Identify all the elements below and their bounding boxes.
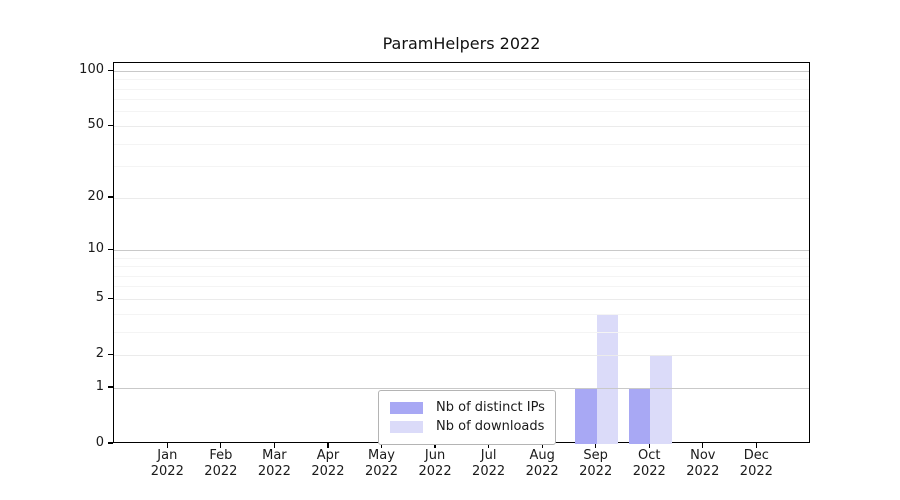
x-tick-mark [648, 443, 650, 448]
y-tick-mark [108, 442, 113, 444]
x-tick-year: 2022 [150, 464, 184, 479]
x-tick-label: Dec 2022 [724, 448, 788, 480]
x-tick-mark [380, 443, 383, 448]
legend-item-distinct-ips: Nb of distinct IPs [390, 399, 545, 416]
x-tick-mark [166, 443, 168, 448]
legend-swatch-distinct-ips [390, 401, 423, 414]
x-tick-month: Oct [638, 448, 661, 463]
x-tick-label: May 2022 [350, 448, 414, 480]
major-gridline [114, 125, 809, 127]
minor-gridline [114, 79, 809, 81]
x-tick-year: 2022 [579, 464, 613, 479]
x-tick-label: Jul 2022 [457, 448, 521, 480]
legend-label-distinct-ips: Nb of distinct IPs [436, 400, 545, 415]
x-tick-label: Sep 2022 [564, 448, 628, 480]
x-tick-year: 2022 [525, 464, 559, 479]
x-tick-month: Apr [316, 448, 340, 463]
x-tick-month: Sep [583, 448, 608, 463]
x-tick-month: Dec [743, 448, 769, 463]
x-tick-label: Oct 2022 [617, 448, 681, 480]
minor-gridline [114, 286, 809, 288]
x-tick-year: 2022 [739, 464, 773, 479]
x-tick-mark [327, 443, 329, 448]
x-tick-month: Jul [480, 448, 497, 463]
y-tick-mark [108, 124, 113, 126]
x-tick-year: 2022 [204, 464, 238, 479]
y-tick-label: 20 [87, 189, 104, 205]
x-tick-year: 2022 [418, 464, 452, 479]
x-tick-month: Nov [690, 448, 716, 463]
x-tick-month: Mar [262, 448, 287, 463]
x-tick-year: 2022 [364, 464, 399, 479]
y-tick-label: 10 [87, 241, 104, 257]
major-gridline [114, 298, 809, 300]
x-tick-month: Jan [157, 448, 178, 463]
x-tick-mark [273, 443, 275, 448]
minor-gridline [114, 313, 809, 315]
bar-distinct-ips [628, 388, 651, 444]
major-gridline [114, 354, 809, 356]
minor-gridline [114, 331, 809, 333]
y-tick-mark [108, 353, 113, 355]
x-tick-month: Feb [209, 448, 233, 463]
y-tick-mark [108, 196, 113, 198]
x-tick-mark [541, 443, 543, 448]
minor-gridline [114, 111, 809, 113]
y-tick-label: 100 [79, 62, 104, 78]
x-tick-year: 2022 [632, 464, 666, 479]
x-tick-label: Apr 2022 [296, 448, 360, 480]
x-tick-mark [220, 443, 222, 448]
legend: Nb of distinct IPs Nb of downloads [378, 390, 556, 445]
x-tick-mark [595, 443, 597, 448]
chart-title: ParamHelpers 2022 [382, 34, 541, 53]
x-tick-mark [434, 443, 436, 448]
x-tick-label: Jun 2022 [403, 448, 467, 480]
x-tick-label: Aug 2022 [510, 448, 574, 480]
minor-gridline [114, 88, 809, 90]
bar-distinct-ips [575, 388, 597, 444]
minor-gridline [114, 275, 809, 277]
decade-gridline [114, 70, 809, 72]
x-tick-month: Jun [424, 448, 446, 463]
minor-gridline [114, 166, 809, 168]
y-tick-mark [108, 69, 113, 71]
x-tick-mark [702, 443, 704, 448]
legend-label-downloads: Nb of downloads [436, 419, 545, 434]
x-tick-year: 2022 [472, 464, 506, 479]
y-tick-label: 50 [87, 117, 104, 133]
minor-gridline [114, 266, 809, 268]
x-tick-label: Mar 2022 [242, 448, 306, 480]
minor-gridline [114, 257, 809, 259]
y-tick-label: 0 [95, 435, 104, 450]
x-tick-month: Aug [529, 448, 555, 463]
minor-gridline [114, 143, 809, 145]
decade-gridline [114, 249, 809, 251]
y-tick-mark [108, 386, 113, 388]
decade-gridline [114, 387, 809, 389]
x-tick-label: Jan 2022 [135, 448, 199, 480]
y-tick-label: 1 [95, 379, 104, 394]
x-tick-year: 2022 [257, 464, 291, 479]
bar-downloads [650, 355, 672, 444]
legend-swatch-downloads [390, 420, 423, 433]
x-tick-month: May [368, 448, 395, 463]
y-tick-label: 5 [95, 290, 104, 306]
x-tick-label: Feb 2022 [189, 448, 253, 480]
x-tick-mark [488, 443, 490, 448]
plot-area: Nb of distinct IPs Nb of downloads [113, 62, 810, 445]
legend-item-downloads: Nb of downloads [390, 418, 545, 435]
y-tick-mark [108, 248, 113, 250]
y-tick-label: 2 [95, 346, 104, 362]
x-tick-mark [755, 443, 757, 448]
x-tick-year: 2022 [686, 464, 720, 479]
y-tick-mark [108, 297, 113, 299]
minor-gridline [114, 99, 809, 101]
x-tick-label: Nov 2022 [671, 448, 735, 480]
major-gridline [114, 197, 809, 199]
bar-downloads [596, 314, 619, 444]
x-tick-year: 2022 [311, 464, 345, 479]
